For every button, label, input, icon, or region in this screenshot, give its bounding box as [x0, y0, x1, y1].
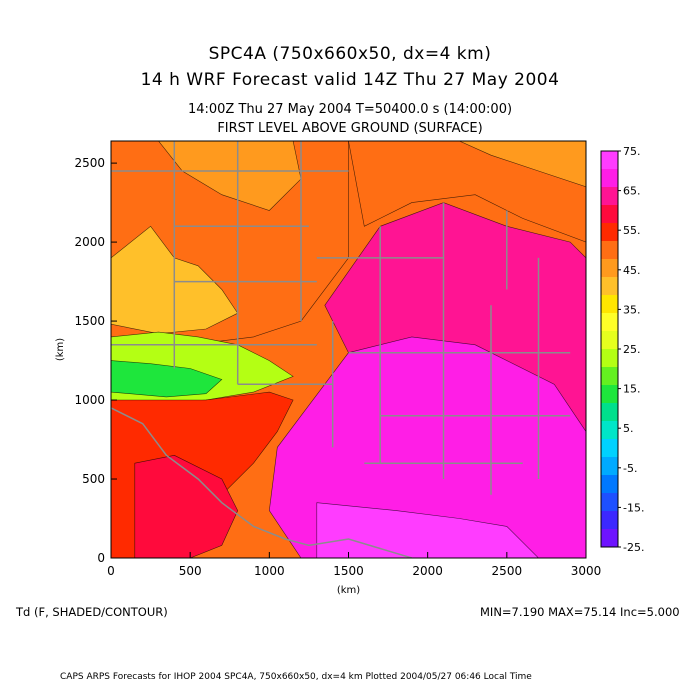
y-tick-label: 0	[97, 551, 105, 565]
x-tick-label: 3000	[571, 564, 602, 578]
colorbar-swatch	[601, 475, 618, 494]
colorbar-label: 5.	[623, 422, 634, 435]
colorbar-swatch	[601, 169, 618, 188]
field-stats: MIN=7.190 MAX=75.14 Inc=5.000	[480, 605, 680, 619]
colorbar-label: -5.	[623, 462, 637, 475]
colorbar-swatch	[601, 295, 618, 314]
colorbar-swatch	[601, 349, 618, 368]
x-tick-label: 500	[179, 564, 202, 578]
colorbar-swatch	[601, 439, 618, 458]
dewpoint-field	[111, 141, 586, 558]
y-tick-label: 1000	[74, 393, 105, 407]
colorbar-swatch	[601, 277, 618, 296]
colorbar-swatch	[601, 367, 618, 386]
y-tick-label: 500	[82, 472, 105, 486]
colorbar-swatch	[601, 187, 618, 206]
region-gulf-moist	[268, 336, 586, 558]
colorbar-swatch	[601, 241, 618, 260]
y-tick-label: 2500	[74, 156, 105, 170]
colorbar-label: 75.	[623, 145, 641, 158]
y-tick-label: 1500	[74, 314, 105, 328]
region-great-lakes-dry	[459, 141, 586, 188]
x-tick-label: 2000	[412, 564, 443, 578]
credit-line: CAPS ARPS Forecasts for IHOP 2004 SPC4A,…	[60, 672, 532, 682]
x-tick-label: 0	[107, 564, 115, 578]
colorbar-swatch	[601, 493, 618, 512]
variable-label: Td (F, SHADED/CONTOUR)	[16, 605, 168, 619]
colorbar-swatch	[601, 331, 618, 350]
forecast-time-line: 14:00Z Thu 27 May 2004 T=50400.0 s (14:0…	[187, 102, 513, 117]
colorbar-swatch	[601, 529, 618, 548]
region-gulf-coast-humid	[316, 502, 539, 558]
colorbar-label: 35.	[623, 303, 641, 316]
x-axis-label: (km)	[337, 585, 360, 596]
colorbar-label: 45.	[623, 264, 641, 277]
colorbar-swatch	[601, 457, 618, 476]
colorbar-swatch	[601, 313, 618, 332]
colorbar-label: 55.	[623, 224, 641, 237]
chart-title-line2: 14 h WRF Forecast valid 14Z Thu 27 May 2…	[140, 70, 560, 90]
chart-title-line1: SPC4A (750x660x50, dx=4 km)	[208, 44, 492, 64]
colorbar-label: -15.	[623, 501, 644, 514]
y-axis-label: (km)	[55, 338, 66, 361]
colorbar-swatch	[601, 223, 618, 242]
region-dry-core	[111, 360, 223, 398]
colorbar-label: 25.	[623, 343, 641, 356]
colorbar: 75. 65. 55. 45. 35. 25. 15. 5. -5. -15. -25.	[600, 145, 644, 554]
x-tick-label: 2500	[492, 564, 523, 578]
level-line: FIRST LEVEL ABOVE GROUND (SURFACE)	[217, 121, 483, 136]
region-southwest-moist	[134, 454, 239, 558]
colorbar-swatch	[601, 151, 618, 170]
colorbar-swatch	[601, 205, 618, 224]
colorbar-label: 15.	[623, 383, 641, 396]
colorbar-swatch	[601, 421, 618, 440]
colorbar-swatch	[601, 385, 618, 404]
gulf-coastline	[111, 407, 413, 558]
colorbar-swatch	[601, 403, 618, 422]
colorbar-label: -25.	[623, 541, 644, 554]
axes: 0 500 1000 1500 2000 2500 3000 0 500 1000 1500 2000…	[55, 156, 601, 596]
x-tick-label: 1500	[333, 564, 364, 578]
x-tick-label: 1000	[254, 564, 285, 578]
colorbar-swatch	[601, 259, 618, 278]
y-tick-label: 2000	[74, 235, 105, 249]
colorbar-label: 65.	[623, 185, 641, 198]
colorbar-swatch	[601, 511, 618, 530]
state-borders	[111, 141, 571, 558]
